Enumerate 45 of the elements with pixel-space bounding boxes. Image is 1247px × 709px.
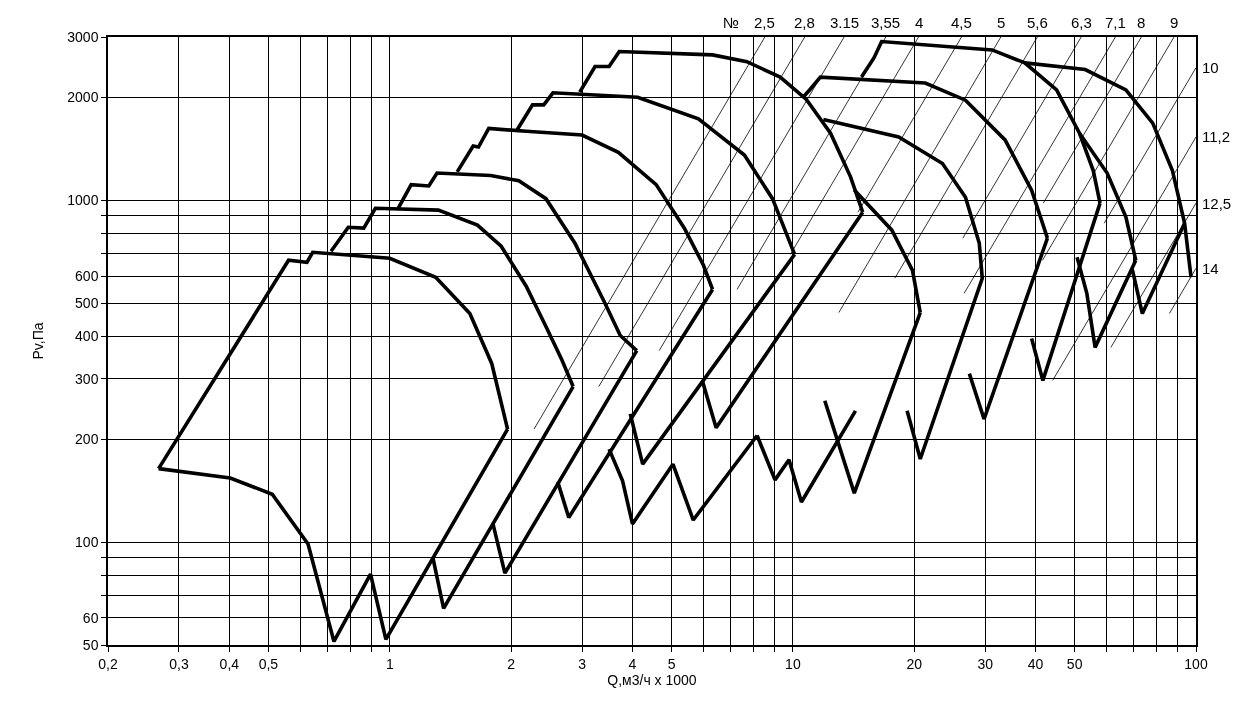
series-label: 6,3 [1071, 14, 1092, 31]
series-label: 12,5 [1202, 195, 1232, 212]
series-label: 10 [1202, 59, 1219, 76]
text: № [723, 14, 740, 31]
y-tick-label: 500 [75, 294, 99, 311]
y-tick-label: 1000 [67, 192, 99, 209]
x-tick-label: 0,2 [98, 655, 118, 672]
x-tick-label: 10 [785, 655, 801, 672]
y-tick-label: 400 [75, 328, 99, 345]
y-axis-title: Pv,Па [30, 322, 47, 360]
x-tick-label: 4 [628, 655, 637, 672]
series-label: 3,55 [871, 14, 901, 31]
y-tick-label: 600 [75, 267, 99, 284]
x-tick-label: 50 [1066, 655, 1083, 672]
series-label: 4,5 [951, 14, 972, 31]
series-label: 3.15 [830, 14, 860, 31]
x-tick-label: 30 [977, 655, 994, 672]
x-tick-label: 40 [1027, 655, 1044, 672]
series-label: 4 [915, 14, 924, 31]
x-tick-label: 1 [385, 655, 394, 672]
series-label: 8 [1137, 14, 1146, 31]
x-tick-label: 3 [578, 655, 587, 672]
y-tick-label: 300 [75, 370, 99, 387]
y-tick-label: 100 [75, 533, 99, 550]
y-tick-label: 60 [82, 609, 99, 626]
series-label: 5 [997, 14, 1006, 31]
x-tick-label: 0,5 [258, 655, 279, 672]
x-tick-label: 100 [1184, 655, 1208, 672]
series-label: 2,8 [794, 14, 815, 31]
series-label: 5,6 [1027, 14, 1048, 31]
series-label: 11,2 [1202, 128, 1231, 145]
y-tick-label: 3000 [67, 28, 99, 45]
series-label: 2,5 [754, 14, 775, 31]
series-label: 14 [1202, 260, 1219, 277]
y-tick-label: 2000 [67, 89, 99, 106]
series-label: 9 [1170, 14, 1179, 31]
y-tick-label: 50 [82, 636, 99, 653]
x-tick-label: 2 [507, 655, 516, 672]
x-axis-title: Q,м3/ч x 1000 [607, 671, 697, 688]
series-label: 7,1 [1105, 14, 1126, 31]
y-tick-label: 200 [75, 431, 99, 448]
x-tick-label: 20 [906, 655, 923, 672]
x-tick-label: 0,3 [169, 655, 189, 672]
x-tick-label: 0,4 [219, 655, 240, 672]
x-tick-label: 5 [667, 655, 676, 672]
